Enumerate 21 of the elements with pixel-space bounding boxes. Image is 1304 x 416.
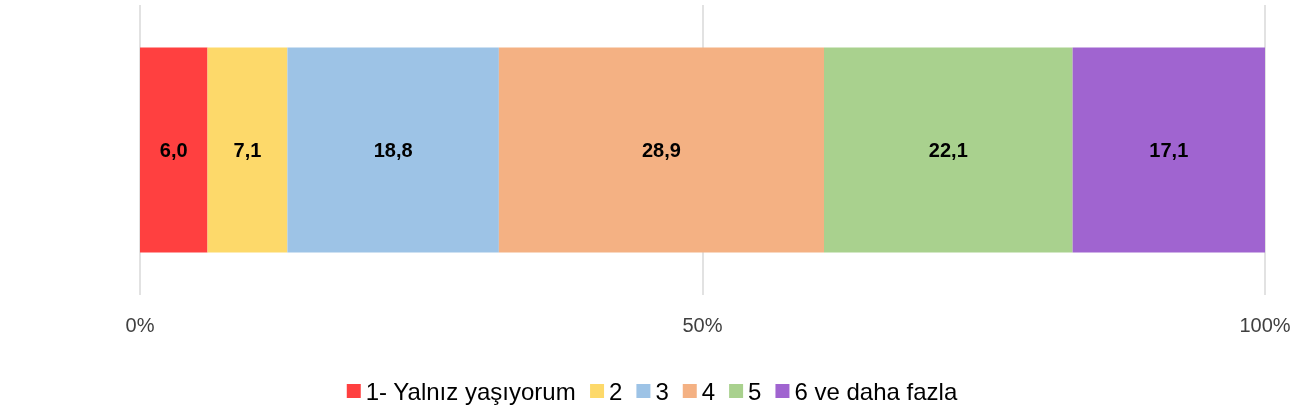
bar: [824, 47, 1073, 253]
data-label: 22,1: [928, 139, 968, 161]
x-tick-label: 100%: [1239, 314, 1291, 336]
data-label: 18,8: [373, 139, 413, 161]
data-label: 28,9: [641, 139, 681, 161]
bar: [207, 47, 288, 253]
bar: [140, 47, 208, 253]
legend-label: 2: [609, 377, 623, 405]
bar: [1072, 47, 1265, 253]
data-label: 6,0: [159, 139, 188, 161]
bar: [287, 47, 499, 253]
x-tick-label: 50%: [682, 314, 723, 336]
legend-label: 5: [748, 377, 762, 405]
x-tick-label: 0%: [125, 314, 155, 336]
legend-label: 4: [701, 377, 716, 405]
legend-label: 3: [655, 377, 669, 405]
data-label: 17,1: [1149, 139, 1189, 161]
data-label: 7,1: [233, 139, 262, 161]
legend-label: 1- Yalnız yaşıyorum: [365, 377, 576, 405]
bar: [498, 47, 824, 253]
legend-label: 6 ve daha fazla: [794, 377, 958, 405]
